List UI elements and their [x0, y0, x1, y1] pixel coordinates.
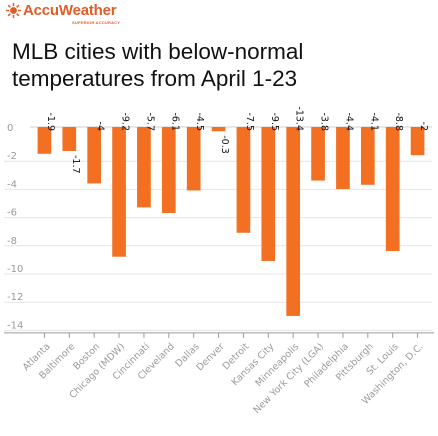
bar — [311, 127, 325, 181]
brand-tagline: SUPERIOR ACCURACY — [72, 20, 121, 25]
bars — [37, 127, 425, 316]
value-label: -4.4 — [343, 112, 354, 131]
y-tick-label: -6 — [7, 208, 17, 219]
bar — [37, 127, 52, 154]
bar — [360, 127, 375, 185]
sun-logo-icon — [6, 3, 21, 18]
bar — [161, 127, 176, 214]
bar — [211, 127, 226, 132]
y-tick-label: -4 — [7, 179, 17, 190]
bar — [385, 127, 400, 252]
value-label: -9.2 — [120, 112, 131, 131]
bar — [336, 127, 350, 190]
y-tick-label: -2 — [7, 151, 17, 162]
y-tick-label: -8 — [7, 236, 17, 247]
value-label: -4.5 — [194, 112, 205, 131]
bar — [186, 127, 201, 191]
value-label: -3.8 — [319, 112, 330, 131]
y-tick-label: 0 — [7, 123, 13, 134]
bar — [62, 127, 77, 151]
value-label: -2 — [418, 122, 429, 131]
y-axis-ticks: 0 -2 -4 -6 -8 -10 -12 -14 — [7, 123, 23, 331]
value-label: -9.5 — [269, 112, 280, 131]
value-labels: -1.9 -1.7 -4 -9.2 -5.7 -6.1 -4.5 -0.3 -7.5 -9.5 -1… — [45, 106, 429, 173]
value-label: -4 — [95, 122, 106, 131]
chart-title: MLB cities with below-normal temperature… — [12, 39, 304, 91]
brand-logo: AccuWeather SUPERIOR ACCURACY — [6, 2, 206, 32]
value-label: -6.1 — [169, 112, 180, 131]
value-label: -4.1 — [368, 112, 379, 131]
value-label: -7.5 — [244, 112, 255, 131]
bar — [87, 127, 102, 184]
y-tick-label: -14 — [7, 320, 23, 331]
bar — [410, 127, 425, 156]
bar — [286, 127, 301, 316]
bar — [261, 127, 276, 261]
value-label: -5.7 — [144, 112, 155, 131]
value-label: -1.9 — [45, 112, 56, 131]
y-tick-label: -10 — [7, 264, 23, 275]
brand-name: AccuWeather — [23, 2, 117, 19]
y-tick-label: -12 — [7, 292, 23, 303]
category-label: Denver — [194, 341, 226, 373]
x-axis — [4, 332, 434, 338]
value-label: -13.4 — [294, 106, 305, 131]
value-label: -0.3 — [219, 135, 230, 154]
value-label: -1.7 — [70, 155, 81, 174]
bar — [112, 127, 126, 257]
value-label: -8.8 — [393, 112, 404, 131]
bar — [236, 127, 251, 233]
bar — [137, 127, 151, 208]
